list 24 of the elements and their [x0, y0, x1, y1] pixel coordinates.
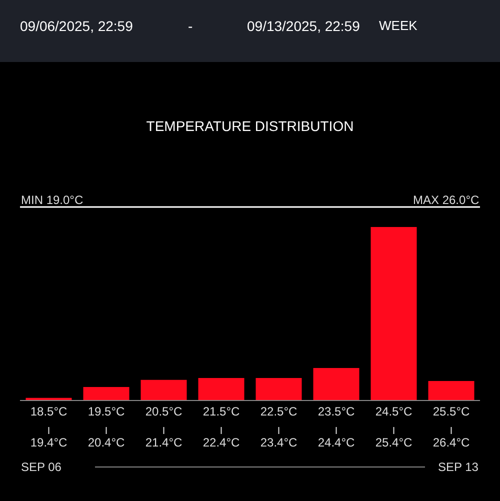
- category-label: 20.5°C 21.4°C: [145, 404, 182, 450]
- text: 09/06/2025, 22:59: [20, 18, 134, 34]
- bar: [256, 378, 302, 400]
- category-label: 24.5°C 25.4°C: [375, 404, 412, 450]
- bar: [198, 378, 244, 400]
- category-label: 23.5°C 24.4°C: [318, 404, 355, 450]
- category-label: 18.5°C 19.4°C: [30, 404, 68, 450]
- chart-title: TEMPERATURE DISTRIBUTION: [146, 118, 354, 134]
- text: -: [188, 18, 193, 34]
- bar: [83, 387, 130, 400]
- text: WEEK: [379, 18, 418, 33]
- text: SEP 06: [21, 460, 62, 474]
- bar: [370, 226, 417, 400]
- text: MIN 19.0°C: [21, 193, 84, 207]
- text: SEP 13: [438, 460, 479, 474]
- category-label: 25.5°C 26.4°C: [432, 404, 470, 450]
- category-label: 19.5°C 20.4°C: [88, 404, 125, 450]
- text: MAX 26.0°C: [413, 193, 480, 207]
- category-label: 21.5°C 22.4°C: [202, 404, 240, 450]
- bar: [428, 380, 474, 400]
- category-label: 22.5°C 23.4°C: [260, 404, 298, 450]
- text: 09/13/2025, 22:59: [247, 18, 360, 34]
- bar: [140, 380, 187, 400]
- bar: [313, 368, 360, 400]
